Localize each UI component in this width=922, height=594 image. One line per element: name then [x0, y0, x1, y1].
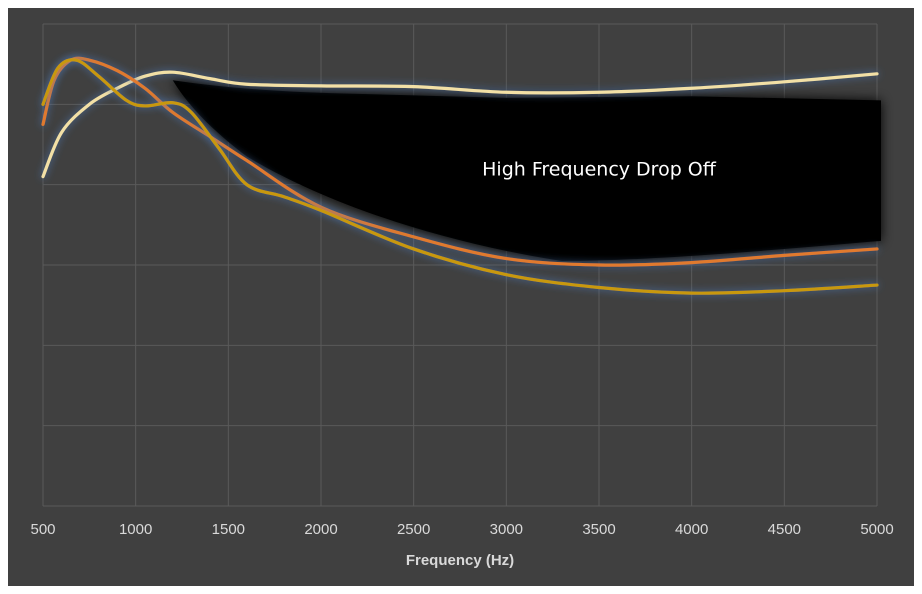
x-tick-label: 500 [30, 521, 55, 538]
x-tick-label: 5000 [860, 521, 893, 538]
x-tick-label: 3500 [582, 521, 615, 538]
annotation-label: High Frequency Drop Off [482, 159, 717, 181]
x-tick-label: 3000 [490, 521, 523, 538]
x-tick-label: 1000 [119, 521, 152, 538]
series-line-2 [41, 56, 879, 267]
annotation-shade-core [172, 80, 881, 261]
x-axis-title: Frequency (Hz) [406, 552, 514, 569]
x-tick-label: 4000 [675, 521, 708, 538]
x-tick-label: 1500 [212, 521, 245, 538]
series-line-1 [41, 70, 879, 179]
chart-background [8, 8, 914, 586]
annotation-region [172, 80, 881, 261]
series-line-3 [41, 58, 879, 295]
x-tick-label: 2500 [397, 521, 430, 538]
x-tick-label: 4500 [768, 521, 801, 538]
x-tick-label: 2000 [304, 521, 337, 538]
x-axis-tick-labels: 500 1000 1500 2000 2500 3000 3500 4000 4500 5000 [30, 521, 893, 538]
series-lines [41, 56, 879, 295]
